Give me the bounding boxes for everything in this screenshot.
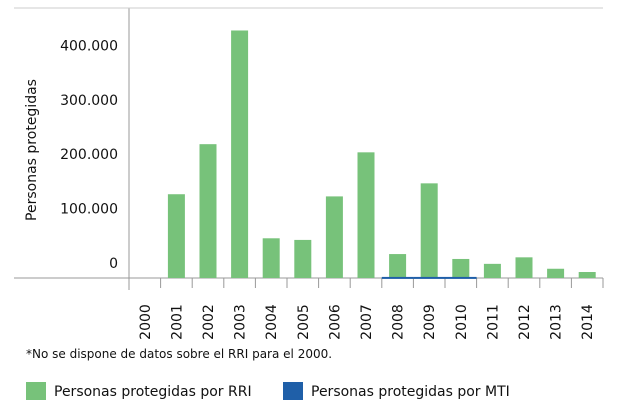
bar xyxy=(294,239,312,278)
x-tick-label: 2010 xyxy=(454,304,470,340)
x-tick-label: 2001 xyxy=(169,304,185,340)
y-tick-label: 300.000 xyxy=(60,93,118,109)
y-tick-label: 100.000 xyxy=(60,202,118,218)
x-tick-label: 2008 xyxy=(391,304,407,340)
x-tick-label: 2009 xyxy=(422,304,438,340)
bar xyxy=(445,276,477,279)
bar xyxy=(547,268,565,278)
x-tick-label: 2007 xyxy=(359,304,375,340)
legend-label: Personas protegidas por RRI xyxy=(54,384,252,400)
bar xyxy=(357,152,375,278)
x-tick-label: 2006 xyxy=(327,304,343,340)
y-tick-label: 200.000 xyxy=(60,147,118,163)
legend-swatch xyxy=(283,382,303,400)
x-tick-label: 2014 xyxy=(580,304,596,340)
x-tick-label: 2000 xyxy=(138,304,154,340)
x-tick-label: 2005 xyxy=(296,304,312,340)
x-tick-label: 2011 xyxy=(485,304,501,340)
x-tick-label: 2012 xyxy=(517,304,533,340)
bar xyxy=(381,276,414,279)
x-tick-label: 2013 xyxy=(549,304,565,340)
bar xyxy=(420,183,438,278)
bar xyxy=(452,258,470,278)
bar xyxy=(483,263,501,278)
y-axis-label: Personas protegidas xyxy=(24,79,40,221)
bar xyxy=(262,238,280,278)
x-tick-label: 2002 xyxy=(201,304,217,340)
y-tick-label: 400.000 xyxy=(60,38,118,54)
bar xyxy=(231,30,249,279)
bar xyxy=(389,254,407,278)
footnote: *No se dispone de datos sobre el RRI par… xyxy=(26,347,332,361)
bar xyxy=(413,276,445,279)
bar xyxy=(199,144,217,278)
legend-swatch xyxy=(26,382,46,400)
bar xyxy=(167,194,185,278)
x-tick-label: 2004 xyxy=(264,304,280,340)
bar xyxy=(578,272,596,278)
bar xyxy=(515,257,533,278)
legend-label: Personas protegidas por MTI xyxy=(311,384,510,400)
y-tick-label: 0 xyxy=(109,256,118,272)
bar xyxy=(325,196,343,278)
x-tick-label: 2003 xyxy=(233,304,249,340)
